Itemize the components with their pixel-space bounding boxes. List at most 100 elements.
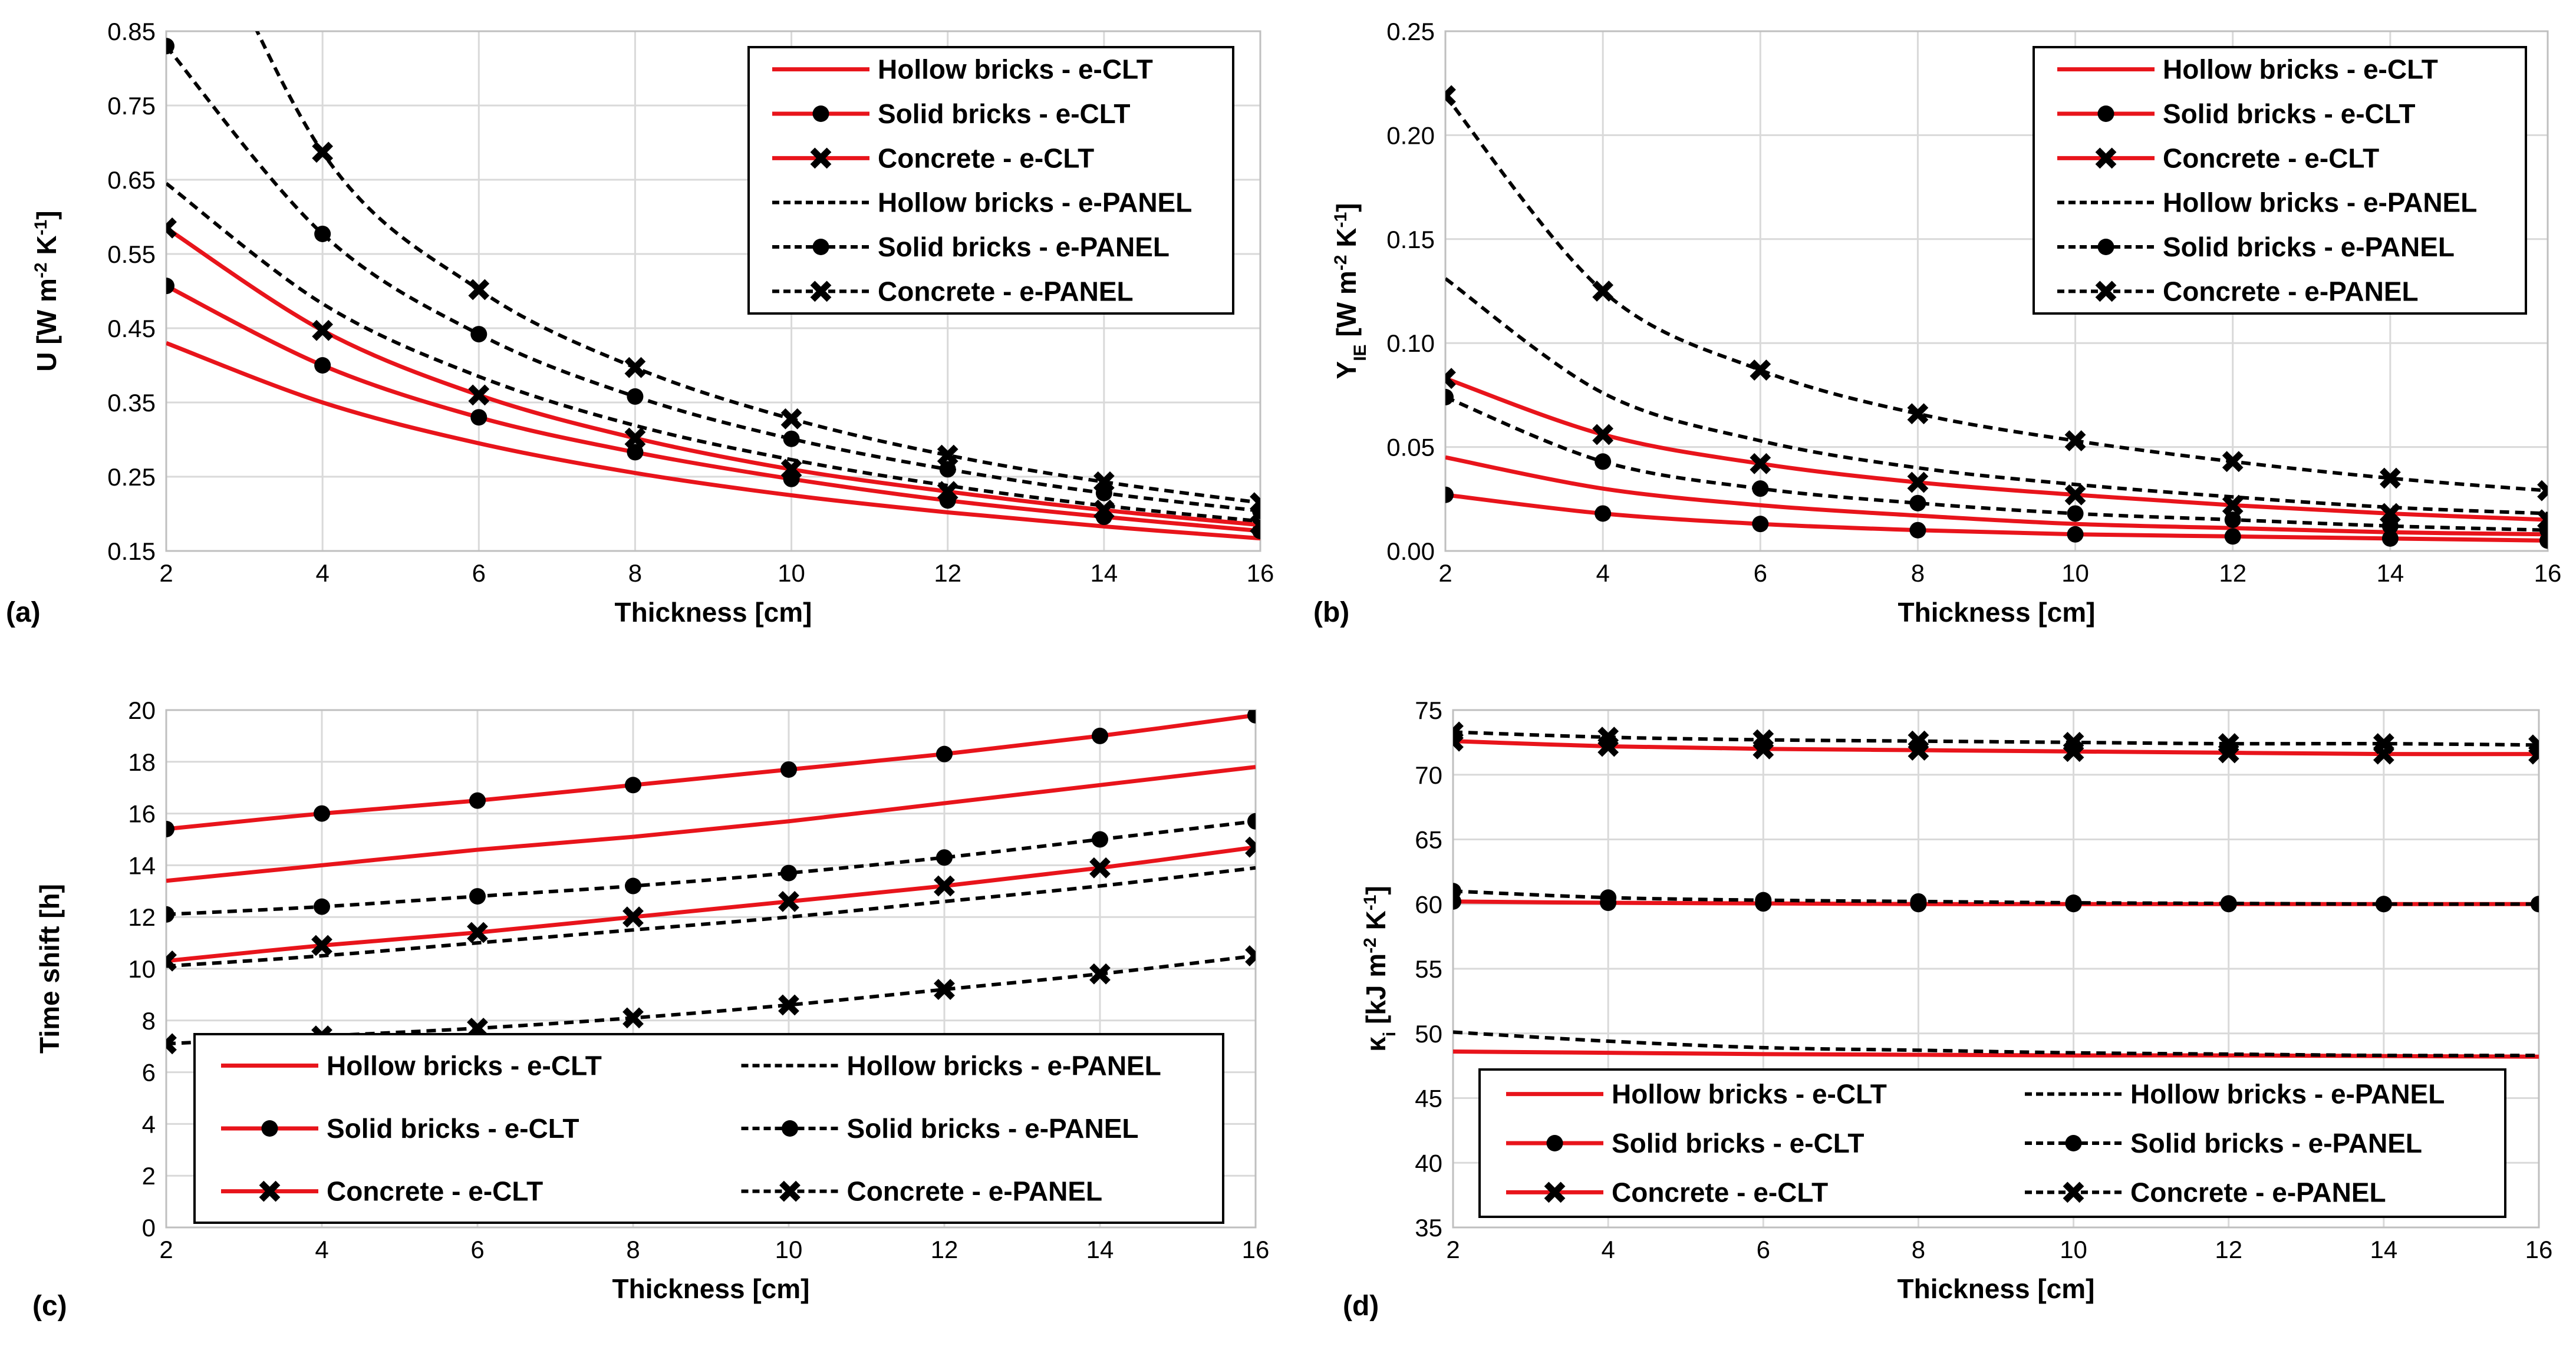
x-axis-title: Thickness [cm]: [612, 1273, 810, 1304]
data-point-marker: [1755, 892, 1772, 909]
plot-area: [1453, 721, 2539, 1059]
data-point-marker: [1089, 857, 1111, 879]
y-axis-title: κi [kJ m-2 K-1]: [1361, 886, 1399, 1052]
series-line: [1453, 889, 2539, 906]
data-point-marker: [468, 384, 490, 406]
x-tick-label: 12: [2215, 1236, 2242, 1263]
legend-marker: [2095, 147, 2117, 169]
legend-label: Concrete - e-CLT: [327, 1176, 543, 1207]
series-line: [1445, 277, 2548, 516]
data-point-marker: [1908, 730, 1929, 752]
x-tick-label: 16: [1242, 1236, 1270, 1263]
data-point-marker: [2381, 530, 2399, 547]
data-point-marker: [1600, 889, 1617, 906]
legend-box: [747, 46, 1234, 315]
data-point-marker: [1909, 521, 1926, 539]
series-line: [166, 181, 1260, 523]
data-point-marker: [2375, 896, 2392, 913]
data-point-marker: [1445, 388, 1454, 405]
data-point-marker: [1595, 505, 1612, 522]
data-point-marker: [2373, 733, 2394, 754]
plot-area: [166, 710, 1256, 1055]
series-line: [1445, 376, 2548, 522]
legend-label: Concrete - e-PANEL: [878, 276, 1134, 306]
legend-label: Solid bricks - e-PANEL: [847, 1113, 1139, 1144]
series-line: [166, 845, 1256, 963]
x-tick-label: 16: [2525, 1236, 2553, 1263]
data-point-marker: [1445, 85, 1456, 107]
y-tick-label: 0.85: [107, 18, 156, 45]
y-tick-label: 0.15: [107, 537, 156, 565]
series-line: [1445, 395, 2548, 532]
series-line: [166, 765, 1256, 883]
y-tick-label: 4: [142, 1110, 156, 1138]
x-tick-label: 6: [1754, 559, 1767, 587]
x-tick-label: 16: [2534, 559, 2562, 587]
series-line: [166, 866, 1256, 968]
data-point-marker: [1245, 945, 1256, 966]
x-tick-label: 14: [1090, 559, 1118, 587]
x-tick-label: 4: [1596, 559, 1609, 587]
legend-label: Concrete - e-CLT: [878, 143, 1094, 173]
plot-frame: [165, 709, 1257, 1229]
data-point-marker: [314, 898, 330, 915]
data-point-marker: [1247, 710, 1256, 724]
data-point-marker: [2224, 511, 2241, 529]
legend-marker: [2097, 105, 2114, 122]
y-tick-label: 0.45: [107, 315, 156, 342]
y-tick-label: 0.75: [107, 92, 156, 120]
data-point-marker: [2379, 467, 2401, 489]
y-tick-label: 8: [142, 1007, 156, 1035]
data-point-marker: [2067, 526, 2084, 543]
x-tick-label: 2: [159, 1236, 173, 1263]
legend-box: [2033, 46, 2527, 315]
y-tick-label: 0.10: [1386, 329, 1435, 357]
x-axis-title: Thickness [cm]: [1898, 1273, 2095, 1304]
data-point-marker: [780, 761, 797, 778]
y-tick-label: 14: [128, 851, 156, 879]
data-point-marker: [1592, 424, 1614, 445]
legend-marker: [2097, 239, 2114, 255]
series-line: [166, 226, 1260, 527]
data-point-marker: [468, 279, 490, 301]
legend-marker: [259, 1180, 281, 1202]
data-point-marker: [312, 141, 334, 163]
y-tick-label: 6: [142, 1059, 156, 1087]
x-tick-label: 2: [1438, 559, 1452, 587]
data-point-marker: [2067, 505, 2084, 522]
data-point-marker: [1092, 831, 1108, 848]
legend-label: Hollow bricks - e-PANEL: [2130, 1079, 2445, 1110]
data-point-marker: [1250, 514, 1260, 536]
data-point-marker: [1245, 836, 1256, 858]
y-tick-label: 0.25: [1386, 18, 1435, 45]
plot-frame: [1452, 709, 2540, 1229]
legend-marker: [782, 1120, 798, 1137]
data-point-marker: [2218, 733, 2239, 754]
data-point-marker: [2539, 521, 2548, 539]
x-tick-label: 14: [1086, 1236, 1114, 1263]
x-tick-label: 10: [775, 1236, 803, 1263]
series-line: [1453, 730, 2539, 747]
x-tick-label: 2: [1446, 1236, 1460, 1263]
chart-panel-4: 35 40 45 50 55 60 65 70 75 2 4 6 8 10 12 14 16 Thickness …: [1343, 697, 2552, 1322]
y-tick-label: 0.00: [1386, 537, 1435, 565]
data-point-marker: [1445, 368, 1456, 390]
y-tick-label: 35: [1415, 1214, 1442, 1242]
legend-marker: [261, 1120, 278, 1137]
data-point-marker: [1750, 453, 1771, 474]
data-point-marker: [1445, 486, 1454, 503]
series-line: [1445, 493, 2548, 543]
data-point-marker: [939, 461, 956, 478]
data-point-marker: [2381, 517, 2399, 534]
y-tick-label: 75: [1415, 697, 1442, 724]
data-point-marker: [1907, 471, 1929, 493]
y-tick-label: 0.20: [1386, 121, 1435, 149]
data-point-marker: [936, 745, 953, 763]
x-tick-label: 8: [628, 559, 642, 587]
x-tick-label: 2: [159, 559, 173, 587]
legend: Hollow bricks - e-CLT Solid bricks - e-CL…: [2033, 46, 2527, 315]
data-point-marker: [780, 864, 797, 882]
legend-label: Hollow bricks - e-PANEL: [2163, 187, 2477, 218]
data-point-marker: [2531, 896, 2539, 913]
x-tick-label: 6: [472, 559, 486, 587]
